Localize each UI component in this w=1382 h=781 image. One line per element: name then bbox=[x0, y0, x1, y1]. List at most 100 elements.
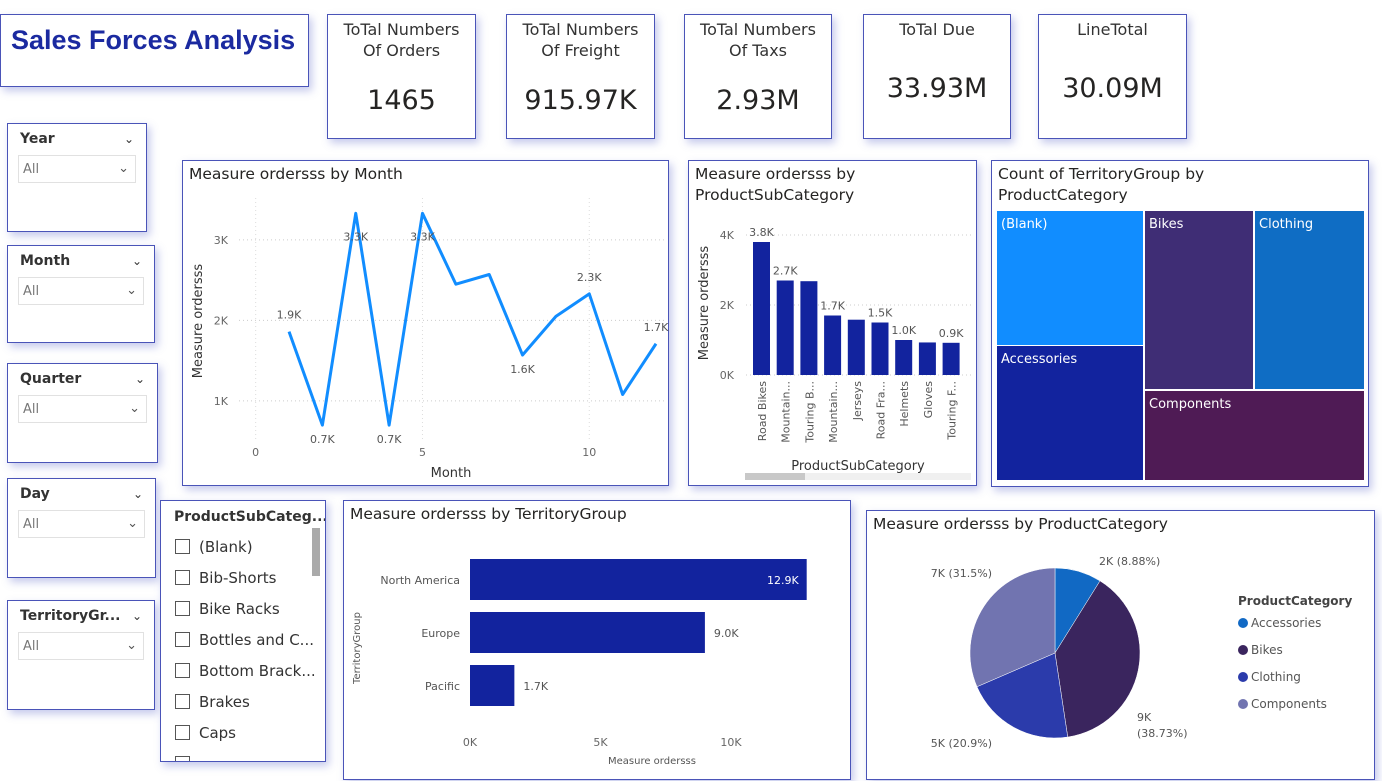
list-item-label: Brakes bbox=[199, 692, 250, 711]
x-tick-label: Road Bikes bbox=[756, 381, 769, 441]
list-item-label: (Blank) bbox=[199, 537, 253, 556]
kpi-value: 30.09M bbox=[1062, 73, 1163, 104]
data-label: 9.0K bbox=[714, 627, 739, 640]
y-axis-title: Measure ordersss bbox=[191, 264, 206, 379]
x-axis-title: ProductSubCategory bbox=[791, 459, 925, 474]
list-item[interactable]: (Blank) bbox=[161, 531, 325, 562]
treemap-tile[interactable]: (Blank) bbox=[997, 211, 1143, 345]
data-label-pct: (38.73%) bbox=[1137, 727, 1188, 740]
pie-slice bbox=[1054, 580, 1141, 738]
kpi-card: ToTal Due 33.93M bbox=[863, 14, 1011, 139]
x-axis-title: Measure ordersss bbox=[608, 756, 696, 767]
list-scrollbar[interactable] bbox=[312, 528, 320, 576]
data-label: 3.8K bbox=[749, 226, 774, 239]
bar bbox=[470, 559, 807, 600]
slicer-territorygr: TerritoryGr... ⌄ All ⌄ bbox=[7, 600, 155, 710]
x-tick-label: Touring F... bbox=[946, 381, 959, 441]
list-item-label: Bottles and C... bbox=[199, 630, 314, 649]
checkbox[interactable] bbox=[175, 570, 190, 585]
kpi-card: ToTal Numbers Of Taxs 2.93M bbox=[684, 14, 832, 139]
tile-label: Clothing bbox=[1259, 217, 1314, 232]
slicer-month: Month ⌄ All ⌄ bbox=[7, 245, 155, 343]
kpi-label: ToTal Numbers Of Freight bbox=[522, 20, 639, 60]
y-tick-label: 3K bbox=[214, 234, 229, 247]
legend-marker bbox=[1238, 618, 1248, 628]
data-label: 9K bbox=[1137, 711, 1152, 724]
data-label: 0.7K bbox=[310, 433, 335, 446]
data-label: 2.3K bbox=[577, 271, 602, 284]
data-label: 1.7K bbox=[523, 680, 548, 693]
x-tick-label: 0 bbox=[252, 446, 259, 459]
list-item-label: Bottom Brack... bbox=[199, 661, 316, 680]
kpi-value: 1465 bbox=[367, 85, 436, 116]
slicer-dropdown[interactable]: All ⌄ bbox=[18, 277, 144, 305]
kpi-value: 915.97K bbox=[524, 85, 637, 116]
bar bbox=[470, 665, 515, 706]
legend-marker bbox=[1238, 699, 1248, 709]
y-tick-label: 2K bbox=[720, 299, 735, 312]
chevron-down-icon[interactable]: ⌄ bbox=[131, 254, 142, 268]
x-tick-label: Jerseys bbox=[851, 381, 864, 422]
checkbox[interactable] bbox=[175, 632, 190, 647]
x-tick-label: 0K bbox=[463, 736, 478, 749]
list-item[interactable]: Bib-Shorts bbox=[161, 562, 325, 593]
line-chart-month: Measure ordersss by Month 1K 2K 3K 0 5 10 1.9K… bbox=[182, 160, 669, 486]
slicer-dropdown[interactable]: All ⌄ bbox=[18, 155, 136, 183]
list-item[interactable]: Bottles and C... bbox=[161, 624, 325, 655]
y-tick-label: 0K bbox=[720, 369, 735, 382]
chevron-down-icon[interactable]: ⌄ bbox=[123, 132, 134, 146]
chart-title: Measure ordersss by TerritoryGroup bbox=[350, 505, 627, 523]
chevron-down-icon[interactable]: ⌄ bbox=[131, 609, 142, 623]
tile-label: Bikes bbox=[1149, 217, 1184, 232]
chevron-down-icon[interactable]: ⌄ bbox=[134, 372, 145, 386]
bar-chart-subcategory: Measure ordersss by ProductSubCategory 0… bbox=[688, 160, 977, 486]
kpi-label: ToTal Numbers Of Taxs bbox=[700, 20, 816, 60]
treemap-tile[interactable]: Bikes bbox=[1145, 211, 1253, 389]
tile-label: Components bbox=[1149, 397, 1232, 412]
bar bbox=[847, 319, 865, 375]
y-tick-label: 4K bbox=[720, 229, 735, 242]
y-axis-title: TerritoryGroup bbox=[352, 612, 363, 685]
list-item[interactable]: Bike Racks bbox=[161, 593, 325, 624]
y-tick-label: 1K bbox=[214, 395, 229, 408]
list-item[interactable]: Brakes bbox=[161, 686, 325, 717]
list-item[interactable]: Caps bbox=[161, 717, 325, 748]
treemap-tile[interactable]: Accessories bbox=[997, 346, 1143, 480]
y-tick-label: North America bbox=[380, 574, 460, 587]
data-label: 1.9K bbox=[277, 309, 302, 322]
slicer-value: All bbox=[23, 284, 40, 299]
data-label: 12.9K bbox=[767, 574, 799, 587]
checkbox[interactable] bbox=[175, 725, 190, 740]
slicer-dropdown[interactable]: All ⌄ bbox=[18, 510, 145, 538]
chevron-down-icon[interactable]: ⌄ bbox=[132, 487, 143, 501]
checkbox[interactable] bbox=[175, 694, 190, 709]
slicer-value: All bbox=[23, 517, 40, 532]
kpi-label: LineTotal bbox=[1077, 20, 1148, 39]
x-tick-label: Touring B... bbox=[803, 381, 816, 444]
slicer-label: Year bbox=[20, 131, 55, 147]
x-tick-label: Mountain... bbox=[827, 381, 840, 443]
checkbox[interactable] bbox=[175, 663, 190, 678]
checkbox[interactable] bbox=[175, 539, 190, 554]
treemap-tile[interactable]: Components bbox=[1145, 391, 1364, 480]
treemap-tile[interactable]: Clothing bbox=[1255, 211, 1364, 389]
x-tick-label: Road Fra... bbox=[875, 381, 888, 439]
list-item-label: Bib-Shorts bbox=[199, 568, 277, 587]
list-item[interactable]: Bottom Brack... bbox=[161, 655, 325, 686]
data-label: 1.5K bbox=[868, 307, 893, 320]
bar bbox=[871, 322, 889, 375]
pie-slice bbox=[976, 652, 1069, 739]
chevron-down-icon: ⌄ bbox=[126, 283, 137, 298]
data-label: 3.3K bbox=[343, 230, 368, 243]
x-tick-label: Gloves bbox=[922, 381, 935, 419]
checkbox[interactable] bbox=[175, 601, 190, 616]
slicer-dropdown[interactable]: All ⌄ bbox=[18, 395, 147, 423]
data-label: 1.7K bbox=[644, 321, 669, 334]
data-label: 0.7K bbox=[377, 433, 402, 446]
bar bbox=[942, 342, 960, 375]
list-item[interactable] bbox=[161, 748, 325, 761]
checkbox[interactable] bbox=[175, 756, 190, 761]
slicer-dropdown[interactable]: All ⌄ bbox=[18, 632, 144, 660]
legend-item: Clothing bbox=[1251, 670, 1301, 684]
horizontal-scrollbar[interactable] bbox=[745, 473, 805, 480]
